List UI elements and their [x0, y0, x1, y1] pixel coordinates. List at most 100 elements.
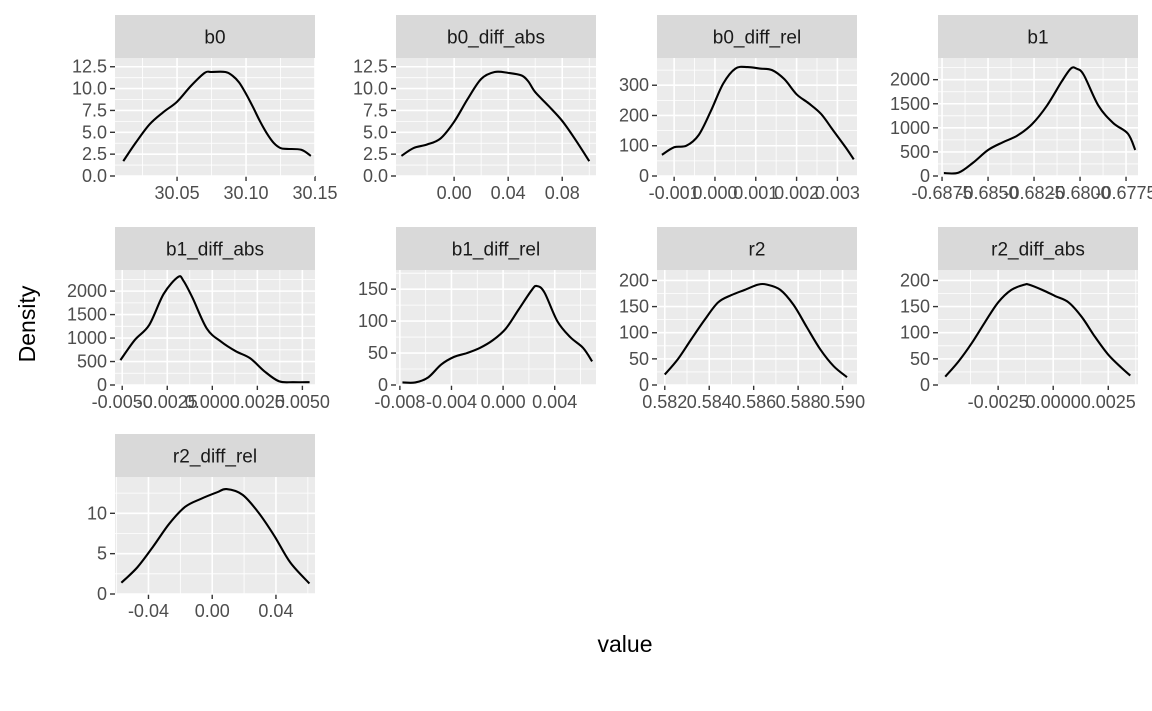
- panel-b0-diff-abs: b0_diff_abs 0.00 0.04 0.08 0.02.55.07.510.01…: [353, 15, 596, 203]
- x-tick-label: -0.001: [649, 183, 700, 203]
- x-tick-label: 0.002: [774, 183, 819, 203]
- density-curve: [122, 70, 312, 162]
- y-tick-label: 12.5: [353, 57, 388, 77]
- x-axis-title: value: [598, 631, 653, 657]
- panel-r2-diff-rel: r2_diff_rel -0.04 0.00 0.04 0 5 10: [87, 434, 315, 621]
- y-tick-label: 5: [97, 544, 107, 564]
- density-curve: [400, 70, 591, 162]
- x-tick-label: 0.004: [532, 392, 577, 412]
- panel-background: [657, 270, 857, 385]
- y-tick-label: 0.0: [363, 166, 388, 186]
- facet-strip-label: r2: [749, 240, 766, 261]
- x-tick-label: 0.0025: [1081, 392, 1136, 412]
- y-tick-label: 100: [619, 323, 649, 343]
- y-tick-label: 150: [358, 279, 388, 299]
- panel-b0: b0 30.05 30.10 30.15 0.02.55.07.510.012.5: [72, 15, 338, 203]
- density-curve: [661, 65, 855, 160]
- facet-strip: [396, 227, 596, 270]
- density-curve: [663, 282, 848, 378]
- density-curve: [119, 275, 310, 384]
- y-tick-label: 200: [900, 270, 930, 290]
- x-tick-label: -0.004: [426, 392, 477, 412]
- facet-strip: [657, 227, 857, 270]
- y-tick-label: 0: [639, 166, 649, 186]
- x-tick-label: -0.6800: [1050, 183, 1111, 203]
- x-tick-label: 0.582: [642, 392, 687, 412]
- panel-background: [115, 58, 315, 176]
- x-tick-label: -0.6850: [958, 183, 1019, 203]
- density-curve: [943, 66, 1137, 175]
- y-tick-label: 300: [619, 75, 649, 95]
- y-tick-label: 10: [87, 503, 107, 523]
- y-tick-label: 200: [619, 105, 649, 125]
- y-tick-label: 10.0: [72, 79, 107, 99]
- facet-strip-label: b0: [204, 28, 225, 49]
- y-tick-label: 10.0: [353, 79, 388, 99]
- y-tick-label: 500: [77, 352, 107, 372]
- facet-strip-label: r2_diff_rel: [173, 447, 257, 468]
- y-tick-label: 1000: [67, 328, 107, 348]
- y-tick-label: 100: [900, 323, 930, 343]
- facet-strip: [396, 15, 596, 58]
- x-tick-label: 30.15: [292, 183, 337, 203]
- x-tick-label: 0.0025: [230, 392, 285, 412]
- x-tick-label: 0.584: [687, 392, 732, 412]
- x-tick-label: 0.0050: [275, 392, 330, 412]
- density-curve: [944, 282, 1131, 378]
- facet-strip: [938, 15, 1138, 58]
- y-tick-label: 0: [639, 375, 649, 395]
- facet-strip: [115, 15, 315, 58]
- facet-strip: [115, 434, 315, 477]
- y-tick-label: 1500: [890, 94, 930, 114]
- panel-background: [115, 477, 315, 594]
- y-tick-label: 1500: [67, 305, 107, 325]
- y-tick-label: 150: [619, 297, 649, 317]
- y-tick-label: 100: [619, 136, 649, 156]
- y-tick-label: 50: [368, 343, 388, 363]
- facet-strip-label: b1: [1027, 28, 1048, 49]
- x-tick-label: 0.08: [545, 183, 580, 203]
- facet-strip: [115, 227, 315, 270]
- panel-background: [396, 58, 596, 176]
- y-tick-label: 0.0: [82, 166, 107, 186]
- x-tick-label: 0.590: [820, 392, 865, 412]
- density-curve: [120, 488, 311, 585]
- facet-strip: [657, 15, 857, 58]
- x-tick-label: -0.6875: [912, 183, 973, 203]
- x-tick-label: 0.00: [437, 183, 472, 203]
- y-tick-label: 100: [358, 311, 388, 331]
- y-tick-label: 2000: [67, 281, 107, 301]
- panel-r2: r2 0.582 0.584 0.586 0.588 0.590 0 50 100 150 200: [619, 227, 865, 412]
- density-curve: [402, 284, 594, 384]
- panel-b1-diff-abs: b1_diff_abs -0.0050-0.00250.00000.00250.0…: [67, 227, 330, 412]
- facet-strip-label: r2_diff_abs: [991, 240, 1085, 261]
- x-tick-label: -0.0050: [92, 392, 153, 412]
- x-tick-label: 0.588: [776, 392, 821, 412]
- x-tick-label: -0.6825: [1004, 183, 1065, 203]
- x-tick-label: -0.0025: [137, 392, 198, 412]
- y-tick-label: 150: [900, 297, 930, 317]
- x-tick-label: -0.0025: [968, 392, 1029, 412]
- y-tick-label: 7.5: [82, 100, 107, 120]
- x-tick-label: 0.001: [733, 183, 778, 203]
- y-tick-label: 2000: [890, 70, 930, 90]
- panel-background: [657, 58, 857, 176]
- x-tick-label: 0.000: [481, 392, 526, 412]
- y-tick-label: 5.0: [82, 122, 107, 142]
- x-tick-label: 0.0000: [1026, 392, 1081, 412]
- panel-b1: b1 -0.6875-0.6850-0.6825-0.6800-0.6775 0 50…: [890, 15, 1152, 203]
- y-tick-label: 0: [920, 375, 930, 395]
- y-tick-label: 1000: [890, 118, 930, 138]
- y-tick-label: 0: [97, 375, 107, 395]
- x-tick-label: -0.04: [128, 601, 169, 621]
- panel-b1-diff-rel: b1_diff_rel -0.008 -0.004 0.000 0.004 0 50 100 1…: [358, 227, 596, 412]
- x-tick-label: 0.0000: [185, 392, 240, 412]
- x-tick-label: -0.008: [374, 392, 425, 412]
- y-tick-label: 50: [910, 349, 930, 369]
- y-tick-label: 0: [378, 375, 388, 395]
- x-tick-label: 0.003: [815, 183, 860, 203]
- facet-strip-label: b0_diff_abs: [447, 28, 545, 49]
- y-tick-label: 200: [619, 270, 649, 290]
